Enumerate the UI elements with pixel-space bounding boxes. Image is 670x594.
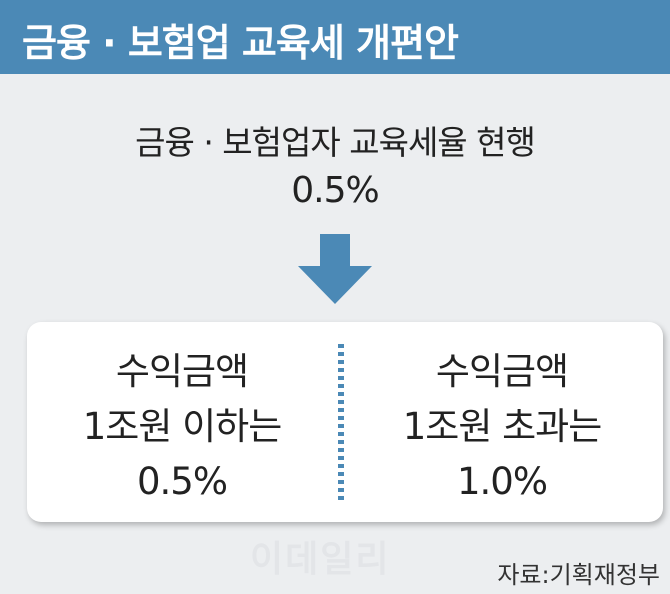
line: 0.5% bbox=[137, 460, 228, 503]
divider bbox=[338, 344, 344, 504]
proposal-left: 수익금액 1조원 이하는 0.5% bbox=[32, 344, 332, 509]
current-label: 금융 · 보험업자 교육세율 현행 bbox=[135, 123, 536, 162]
line: 1.0% bbox=[457, 460, 548, 503]
proposal-right: 수익금액 1조원 초과는 1.0% bbox=[352, 344, 652, 509]
header-bar: 금융 · 보험업 교육세 개편안 bbox=[0, 0, 670, 74]
title: 금융 · 보험업 교육세 개편안 bbox=[22, 21, 459, 65]
watermark: 이데일리 bbox=[250, 539, 391, 580]
source: 자료:기획재정부 bbox=[497, 561, 660, 589]
line: 수익금액 bbox=[115, 350, 249, 393]
line: 1조원 초과는 bbox=[402, 405, 603, 448]
line: 1조원 이하는 bbox=[82, 405, 283, 448]
proposal-box: 수익금액 1조원 이하는 0.5% 수익금액 1조원 초과는 1.0% bbox=[27, 322, 663, 522]
down-arrow bbox=[298, 234, 372, 304]
line: 수익금액 bbox=[435, 350, 569, 393]
current-rate: 0.5% bbox=[291, 170, 379, 211]
